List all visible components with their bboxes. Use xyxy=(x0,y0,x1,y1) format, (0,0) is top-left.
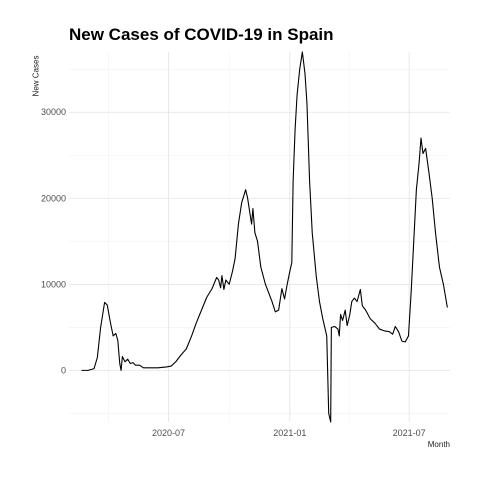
series-line xyxy=(81,51,448,423)
y-tick-label: 20000 xyxy=(41,193,66,203)
y-tick-label: 0 xyxy=(61,365,66,375)
tick-labels: 0 10000 20000 30000 2020-07 2021-01 2021-07 xyxy=(41,107,426,438)
chart-title: New Cases of COVID-19 in Spain xyxy=(69,25,334,44)
y-tick-label: 10000 xyxy=(41,279,66,289)
x-tick-label: 2021-07 xyxy=(393,428,426,438)
x-tick-label: 2020-07 xyxy=(152,428,185,438)
series-layer xyxy=(81,51,448,423)
x-axis-label: Month xyxy=(427,440,450,449)
grid-lines xyxy=(69,52,450,422)
y-tick-label: 30000 xyxy=(41,107,66,117)
x-tick-label: 2021-01 xyxy=(273,428,306,438)
